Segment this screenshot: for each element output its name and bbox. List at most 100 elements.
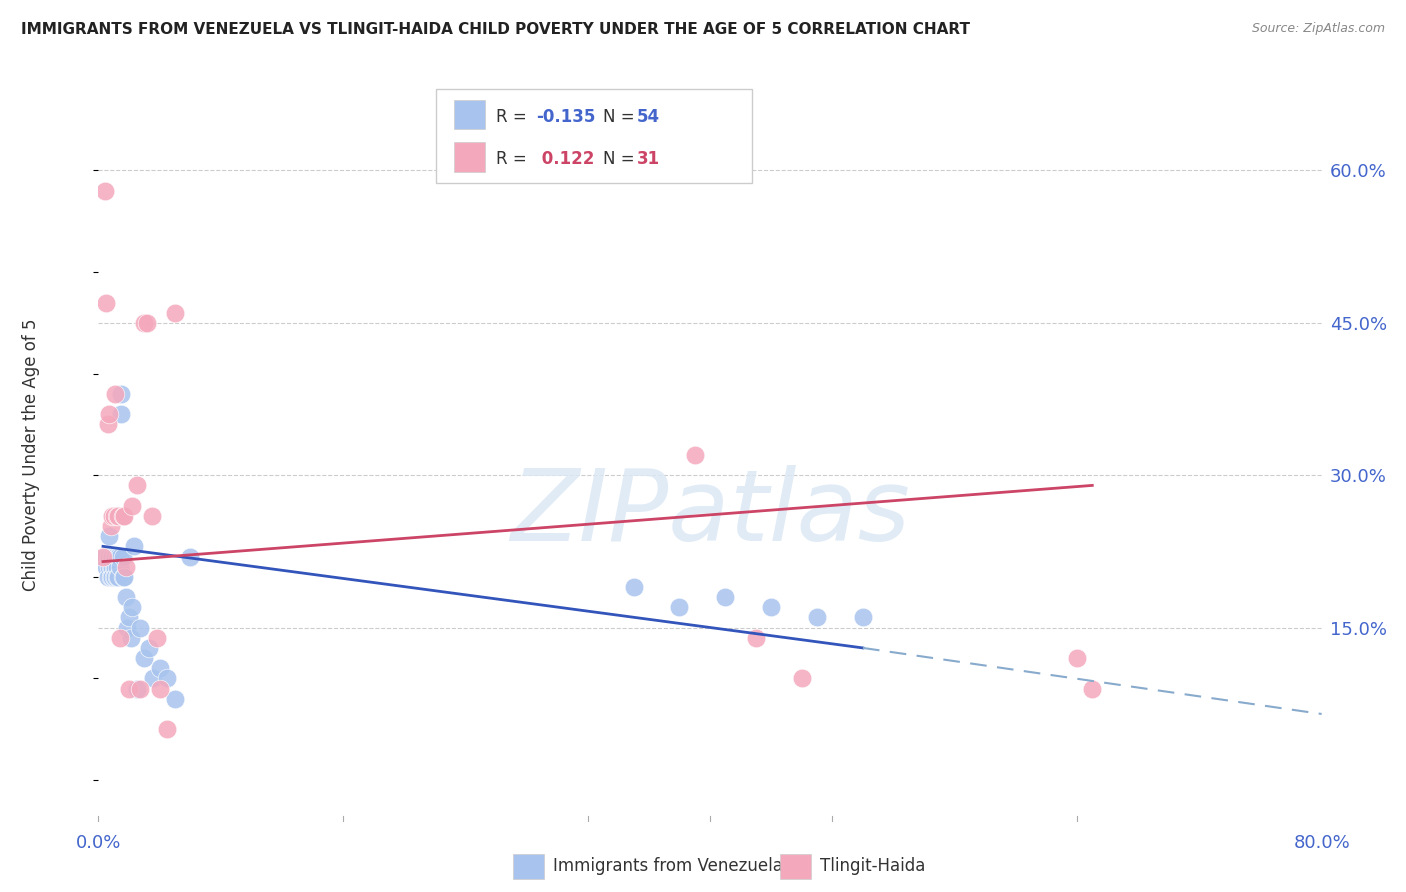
Text: R =: R = [496,150,533,168]
Point [98,529,121,543]
Point [134,651,156,665]
Point [111,508,134,523]
Point [138,640,160,655]
Point [93,184,115,198]
Text: -0.135: -0.135 [536,108,595,126]
Text: Source: ZipAtlas.com: Source: ZipAtlas.com [1251,22,1385,36]
Point [101,508,124,523]
Point [108,631,131,645]
Point [125,478,148,492]
Text: 0.0%: 0.0% [76,834,121,852]
Text: IMMIGRANTS FROM VENEZUELA VS TLINGIT-HAIDA CHILD POVERTY UNDER THE AGE OF 5 CORR: IMMIGRANTS FROM VENEZUELA VS TLINGIT-HAI… [21,22,970,37]
Point [101,570,124,584]
Text: 80.0%: 80.0% [1294,834,1350,852]
Point [100,519,122,533]
Point [806,610,828,624]
Point [110,407,132,421]
Text: Tlingit-Haida: Tlingit-Haida [820,857,925,875]
Point [100,570,122,584]
Point [142,672,165,686]
Text: 0.122: 0.122 [536,150,595,168]
Point [149,681,172,696]
Point [91,549,114,564]
Point [91,549,114,564]
Point [110,387,132,401]
Point [1081,681,1104,696]
Point [115,590,138,604]
Point [156,672,179,686]
Text: Child Poverty Under the Age of 5: Child Poverty Under the Age of 5 [22,318,41,591]
Point [104,549,127,564]
Point [179,549,201,564]
Point [111,570,134,584]
Point [108,559,131,574]
Point [104,387,127,401]
Point [163,691,186,706]
Point [97,549,120,564]
Point [683,448,706,462]
Point [714,590,737,604]
Point [94,559,117,574]
Point [101,559,124,574]
Point [120,631,142,645]
Point [115,559,138,574]
Point [145,631,167,645]
Point [136,316,159,330]
Point [118,610,141,624]
Text: ZIPatlas: ZIPatlas [510,465,910,562]
Point [141,508,163,523]
Point [852,610,875,624]
Point [107,508,129,523]
Point [103,508,125,523]
Point [759,600,782,615]
Point [98,549,121,564]
Point [103,570,125,584]
Point [105,508,128,523]
Point [117,621,139,635]
Point [103,549,125,564]
Point [134,316,156,330]
Point [121,600,143,615]
Text: N =: N = [603,108,640,126]
Point [128,621,150,635]
Text: 54: 54 [637,108,659,126]
Point [163,306,186,320]
Point [121,499,143,513]
Point [156,723,179,737]
Point [128,681,150,696]
Point [107,549,129,564]
Point [125,681,148,696]
Point [1066,651,1088,665]
Point [105,549,128,564]
Point [668,600,690,615]
Point [105,559,128,574]
Text: 31: 31 [637,150,659,168]
Point [790,672,813,686]
Point [97,570,120,584]
Point [112,570,135,584]
Text: R =: R = [496,108,533,126]
Point [107,570,129,584]
Point [98,407,121,421]
Point [101,549,124,564]
Point [108,549,131,564]
Point [94,549,117,564]
Point [100,549,122,564]
Text: N =: N = [603,150,640,168]
Point [745,631,768,645]
Point [111,549,134,564]
Point [104,559,127,574]
Point [118,681,141,696]
Point [97,417,120,432]
Point [103,559,125,574]
Text: Immigrants from Venezuela: Immigrants from Venezuela [553,857,782,875]
Point [94,295,117,310]
Point [105,570,128,584]
Point [104,570,127,584]
Point [122,539,145,553]
Point [93,549,115,564]
Point [98,559,121,574]
Point [112,508,135,523]
Point [623,580,645,594]
Point [149,661,172,675]
